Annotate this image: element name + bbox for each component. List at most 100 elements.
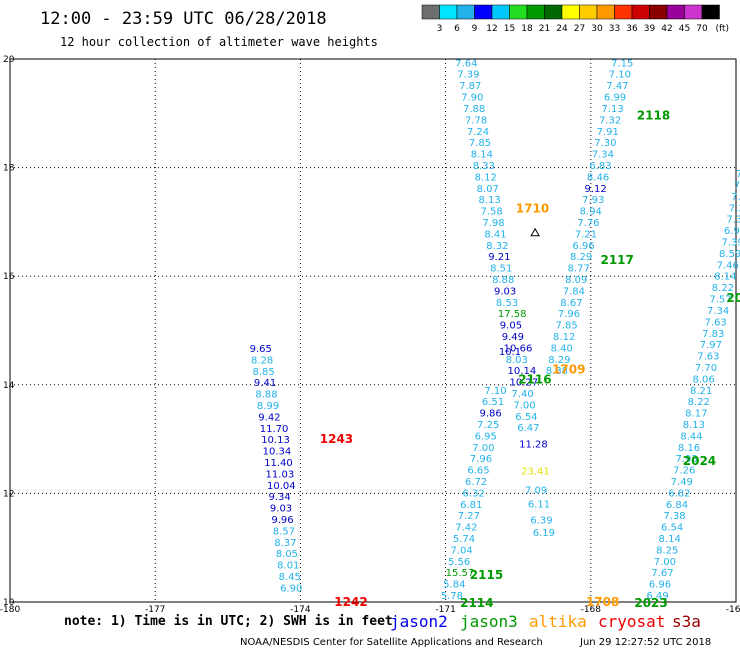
wave-height-point: 8.57 — [273, 526, 295, 537]
satellite-label: s3a — [672, 612, 701, 631]
wave-height-point: 7.97 — [700, 340, 722, 351]
wave-height-point: 7.24 — [467, 127, 489, 138]
legend-swatch — [491, 4, 510, 20]
legend-swatch — [456, 4, 475, 20]
wave-height-point: 10.1 — [499, 347, 521, 358]
wave-height-point: 8.13 — [683, 420, 705, 431]
wave-height-point: 8.29 — [570, 252, 592, 263]
wave-height-point: 8.16 — [678, 443, 700, 454]
legend-tick-label: 27 — [574, 24, 585, 34]
wave-height-point: 6.65 — [467, 466, 489, 477]
wave-height-point: 6.54 — [515, 412, 537, 423]
wave-height-point: 7.09 — [525, 486, 547, 497]
wave-height-point: 6.96 — [572, 241, 594, 252]
wave-height-point: 5.78 — [441, 591, 463, 602]
wave-height-point: 15.57 — [446, 568, 475, 579]
wave-height-point: 6.95 — [724, 226, 740, 237]
wave-height-point: 9.49 — [502, 332, 524, 343]
wave-height-point: 7.96 — [558, 309, 580, 320]
wave-height-point: 6.84 — [666, 500, 688, 511]
x-tick-label: -168 — [581, 605, 602, 615]
wave-height-point: 9.41 — [254, 378, 276, 389]
legend-swatch — [579, 4, 598, 20]
x-tick-label: -177 — [145, 605, 165, 615]
wave-height-point: 6.39 — [530, 516, 552, 527]
wave-height-point: 7.96 — [470, 454, 492, 465]
legend-swatch — [526, 4, 545, 20]
legend-tick-label: 18 — [521, 24, 533, 34]
y-tick-label: 20 — [3, 55, 15, 65]
buoy-marker-icon — [530, 227, 541, 237]
wave-height-point: 7.93 — [582, 195, 604, 206]
wave-height-point: 7.93 — [676, 454, 698, 465]
wave-height-point: 6.99 — [604, 93, 626, 104]
wave-height-point: 6.72 — [465, 477, 487, 488]
wave-height-point: 9.03 — [494, 286, 516, 297]
wave-height-point: 7.13 — [601, 104, 623, 115]
y-tick-label: 16 — [3, 272, 15, 282]
wave-height-point: 6.96 — [649, 580, 671, 591]
y-tick-label: 10 — [3, 598, 15, 608]
wave-height-point: 7.40 — [511, 389, 533, 400]
wave-height-point: 7.85 — [469, 138, 491, 149]
legend-swatch — [474, 4, 493, 20]
pass-time-label: 2024 — [683, 454, 716, 468]
wave-height-point: 8.13 — [479, 195, 501, 206]
wave-height-point: 7.64 — [455, 58, 477, 69]
wave-height-point: 7.39 — [726, 215, 740, 226]
wave-height-point: 7.00 — [513, 400, 535, 411]
wave-height-point: 8.28 — [251, 355, 273, 366]
wave-height-point: 10.27 — [509, 378, 538, 389]
legend-tick-label: 24 — [556, 24, 568, 34]
satellite-label: jason2 — [390, 612, 448, 631]
wave-height-point: 8.07 — [477, 184, 499, 195]
pass-time-label: 2114 — [460, 596, 493, 610]
pass-time-label: 2118 — [637, 108, 670, 122]
wave-height-point: 8.41 — [484, 229, 506, 240]
wave-height-point: 9.05 — [500, 321, 522, 332]
legend-tick-label: 45 — [679, 24, 690, 34]
legend-tick-label: 30 — [591, 24, 603, 34]
wave-height-point: 11.03 — [266, 469, 295, 480]
wave-height-point: 7.84 — [563, 286, 585, 297]
wave-height-point: 8.09 — [565, 275, 587, 286]
wave-height-point: 9.21 — [488, 252, 510, 263]
legend-swatch — [684, 4, 703, 20]
axis-ticks: -180 -177 -174 -171 -168 -165 10 12 14 16 18 20 — [0, 55, 740, 615]
pass-time-label: 2117 — [600, 253, 633, 267]
wave-height-point: 11.40 — [264, 458, 293, 469]
wave-height-point: 7.67 — [651, 568, 673, 579]
wave-height-point: 7.00 — [654, 557, 676, 568]
x-tick-label: -174 — [290, 605, 311, 615]
wave-height-point: 7.87 — [459, 81, 481, 92]
legend-swatch — [596, 4, 615, 20]
wave-height-point: 7.00 — [472, 443, 494, 454]
wave-height-point: 8.94 — [580, 207, 602, 218]
timestamp-text: Jun 29 12:27:52 UTC 2018 — [579, 637, 711, 648]
satellite-label: cryosat — [598, 612, 665, 631]
wave-height-point: 7.33 — [729, 203, 740, 214]
pass-time-label: 1242 — [334, 595, 367, 609]
wave-height-point: 8.01 — [277, 561, 299, 572]
legend-unit: (ft) — [716, 24, 730, 34]
wave-height-point: 7.34 — [592, 150, 614, 161]
chart-subtitle: 12 hour collection of altimeter wave hei… — [60, 35, 378, 49]
wave-height-point: 6.90 — [280, 583, 302, 594]
wave-height-point: 6.11 — [528, 499, 550, 510]
credit-text: NOAA/NESDIS Center for Satellite Applica… — [240, 637, 543, 648]
satellite-label: altika — [529, 612, 587, 631]
wave-height-point: 6.19 — [533, 528, 555, 539]
wave-height-point: 9.42 — [258, 412, 280, 423]
chart-title: 12:00 - 23:59 UTC 06/28/2018 — [40, 9, 327, 29]
wave-height-point: 7.90 — [461, 93, 483, 104]
satellite-legend: jason2 jason3 altika cryosat s3a — [390, 612, 701, 631]
legend-swatch — [701, 4, 720, 20]
wave-height-point: 8.22 — [688, 397, 710, 408]
wave-height-point: 7.38 — [663, 511, 685, 522]
wave-height-point: 7.49 — [671, 477, 693, 488]
pass-time-label: 2116 — [518, 372, 551, 386]
wave-height-point: 9.34 — [268, 492, 290, 503]
wave-height-point: 7.57 — [709, 295, 731, 306]
legend-swatch — [544, 4, 563, 20]
